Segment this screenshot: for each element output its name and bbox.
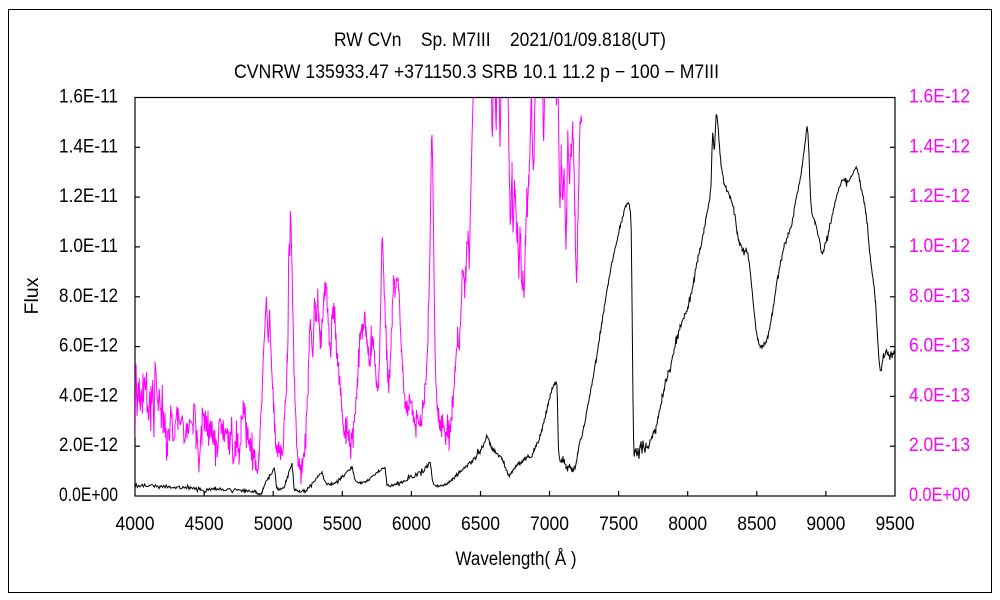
svg-text:CVNRW 135933.47 +371150.3 SRB: CVNRW 135933.47 +371150.3 SRB 10.1 11.2 … bbox=[234, 62, 719, 83]
svg-text:5500: 5500 bbox=[323, 514, 362, 535]
svg-text:1.6E-11: 1.6E-11 bbox=[59, 87, 118, 108]
svg-text:2.0E-12: 2.0E-12 bbox=[59, 435, 118, 456]
svg-text:1.4E-11: 1.4E-11 bbox=[59, 136, 118, 157]
svg-text:9500: 9500 bbox=[876, 514, 915, 535]
svg-text:0.0E+00: 0.0E+00 bbox=[59, 485, 118, 506]
svg-text:RW CVn Sp. M7III 2021/01: RW CVn Sp. M7III 2021/01/09.818(UT) bbox=[334, 30, 666, 51]
svg-text:1.2E-12: 1.2E-12 bbox=[909, 186, 970, 207]
svg-text:7000: 7000 bbox=[530, 514, 569, 535]
svg-text:6.0E-13: 6.0E-13 bbox=[909, 336, 970, 357]
svg-text:1.2E-11: 1.2E-11 bbox=[59, 186, 118, 207]
svg-text:1.0E-11: 1.0E-11 bbox=[59, 236, 118, 257]
svg-text:Flux: Flux bbox=[22, 277, 43, 315]
svg-text:4000: 4000 bbox=[116, 514, 155, 535]
svg-text:0.0E+00: 0.0E+00 bbox=[909, 485, 970, 506]
svg-text:7500: 7500 bbox=[599, 514, 638, 535]
svg-text:5000: 5000 bbox=[254, 514, 293, 535]
svg-text:1.0E-12: 1.0E-12 bbox=[909, 236, 970, 257]
svg-text:Wavelength( Å ): Wavelength( Å ) bbox=[456, 549, 577, 570]
svg-text:6.0E-12: 6.0E-12 bbox=[59, 336, 118, 357]
svg-text:4.0E-12: 4.0E-12 bbox=[59, 385, 118, 406]
svg-text:2.0E-13: 2.0E-13 bbox=[909, 435, 970, 456]
svg-text:1.4E-12: 1.4E-12 bbox=[909, 136, 970, 157]
svg-text:6000: 6000 bbox=[392, 514, 431, 535]
svg-text:1.6E-12: 1.6E-12 bbox=[909, 87, 970, 108]
svg-text:8000: 8000 bbox=[668, 514, 707, 535]
svg-text:8500: 8500 bbox=[737, 514, 776, 535]
svg-text:8.0E-13: 8.0E-13 bbox=[909, 286, 970, 307]
svg-text:4500: 4500 bbox=[185, 514, 224, 535]
svg-text:6500: 6500 bbox=[461, 514, 500, 535]
svg-text:9000: 9000 bbox=[806, 514, 845, 535]
svg-text:4.0E-13: 4.0E-13 bbox=[909, 385, 970, 406]
svg-text:8.0E-12: 8.0E-12 bbox=[59, 286, 118, 307]
